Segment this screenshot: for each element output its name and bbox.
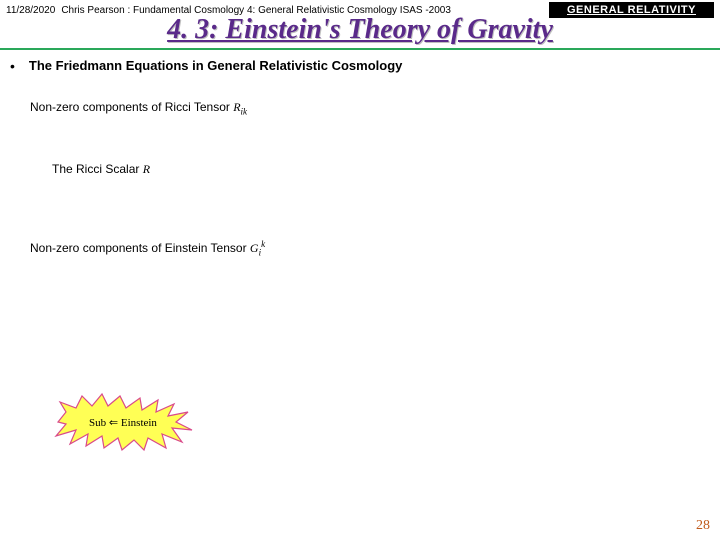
page-number: 28 [696,518,710,534]
ricci-tensor-base: R [233,100,240,114]
einstein-tensor-base: G [250,241,259,255]
einstein-tensor-text: Non-zero components of Einstein Tensor [30,241,250,255]
ricci-tensor-symbol: Rik [233,100,247,114]
ricci-tensor-text: Non-zero components of Ricci Tensor [30,100,233,114]
ricci-scalar-text: The Ricci Scalar [52,162,143,176]
header-badge: GENERAL RELATIVITY [549,2,714,18]
ricci-tensor-line: Non-zero components of Ricci Tensor Rik [0,98,720,118]
einstein-tensor-symbol: Gik [250,241,265,255]
ricci-scalar-symbol: R [143,162,150,176]
ricci-tensor-sub: ik [241,106,248,116]
page-title: 4. 3: Einstein's Theory of Gravity [167,14,553,45]
header-date: 11/28/2020 [6,5,55,16]
starburst-label: Sub ⇐ Einstein [48,392,198,452]
subtitle-row: • The Friedmann Equations in General Rel… [0,50,720,78]
bullet-icon: • [10,58,15,74]
title-row: 4. 3: Einstein's Theory of Gravity [0,14,720,50]
einstein-tensor-line: Non-zero components of Einstein Tensor G… [0,237,720,259]
ricci-scalar-line: The Ricci Scalar R [0,160,720,179]
einstein-tensor-sup: k [261,239,265,249]
subtitle: The Friedmann Equations in General Relat… [29,58,402,73]
starburst-callout: Sub ⇐ Einstein [48,392,198,452]
